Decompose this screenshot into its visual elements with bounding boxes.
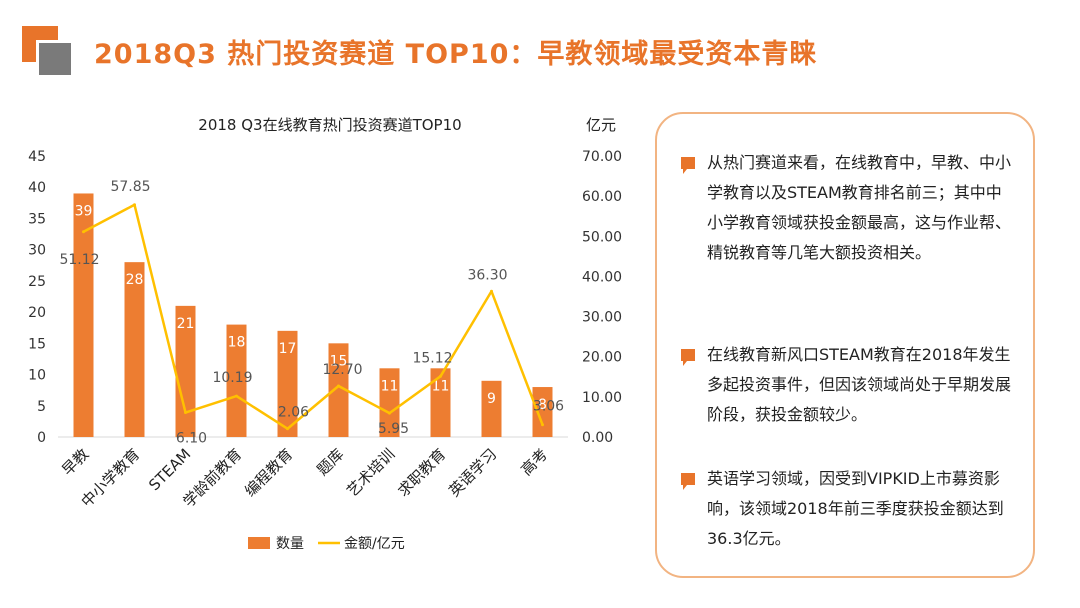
line-value-label: 3.06 xyxy=(533,399,564,415)
bar xyxy=(73,193,94,437)
x-tick-label: 求职教育 xyxy=(394,445,449,500)
y2-tick-label: 70.00 xyxy=(582,149,622,165)
chart-title: 2018 Q3在线教育热门投资赛道TOP10 xyxy=(198,116,461,134)
bar-value-label: 18 xyxy=(228,335,246,351)
line-point xyxy=(439,374,442,378)
bar-value-label: 11 xyxy=(381,378,399,394)
y-tick-label: 10 xyxy=(28,368,46,384)
bar xyxy=(379,368,400,437)
bar xyxy=(481,380,502,437)
line-point xyxy=(286,427,289,431)
x-tick-label: STEAM xyxy=(145,445,194,494)
y-tick-label: 45 xyxy=(28,149,46,165)
line-point xyxy=(337,384,340,388)
y2-tick-label: 50.00 xyxy=(582,229,622,245)
y2-tick-label: 60.00 xyxy=(582,189,622,205)
page-title: 2018Q3 热门投资赛道 TOP10：早教领域最受资本青睐 xyxy=(94,39,818,70)
note-text: 从热门赛道来看，在线教育中，早教、中小学教育以及STEAM教育排名前三；其中中小… xyxy=(707,153,1012,262)
logo-square-gray xyxy=(36,40,74,78)
bar xyxy=(328,343,349,437)
x-tick-label: 艺术培训 xyxy=(343,445,398,500)
line-point xyxy=(235,394,238,398)
note-item: 在线教育新风口STEAM教育在2018年发生多起投资事件，但因该领域尚处于早期发… xyxy=(681,340,1017,430)
y2-tick-label: 30.00 xyxy=(582,310,622,326)
bar-value-label: 28 xyxy=(126,272,144,288)
line-value-label: 12.70 xyxy=(322,362,362,378)
x-tick-label: 编程教育 xyxy=(241,445,296,500)
legend-label: 金额/亿元 xyxy=(344,536,405,552)
x-tick-label: 英语学习 xyxy=(445,445,500,500)
note-item: 从热门赛道来看，在线教育中，早教、中小学教育以及STEAM教育排名前三；其中中小… xyxy=(681,148,1017,268)
note-text: 在线教育新风口STEAM教育在2018年发生多起投资事件，但因该领域尚处于早期发… xyxy=(707,345,1012,424)
logo xyxy=(22,26,78,82)
line-point xyxy=(388,411,391,415)
bar-value-label: 11 xyxy=(432,378,450,394)
y2-tick-label: 10.00 xyxy=(582,390,622,406)
y-tick-label: 30 xyxy=(28,243,46,259)
note-item: 英语学习领域，因受到VIPKID上市募资影响，该领域2018年前三季度获投金额达… xyxy=(681,464,1017,554)
line-value-label: 15.12 xyxy=(412,350,452,366)
x-tick-label: 题库 xyxy=(313,445,347,479)
line-value-label: 2.06 xyxy=(278,405,309,421)
y-tick-label: 0 xyxy=(37,430,46,446)
bar xyxy=(430,368,451,437)
line-point xyxy=(82,230,85,234)
legend-label: 数量 xyxy=(276,536,304,552)
bar-value-label: 15 xyxy=(330,353,348,369)
line-series xyxy=(82,203,544,430)
bar-value-label: 21 xyxy=(177,316,195,332)
y-tick-label: 20 xyxy=(28,305,46,321)
bar xyxy=(532,387,553,437)
y-tick-label: 40 xyxy=(28,180,46,196)
y-tick-label: 35 xyxy=(28,211,46,227)
bar-value-label: 9 xyxy=(487,391,496,407)
line-value-label: 51.12 xyxy=(59,252,99,268)
y2-tick-label: 0.00 xyxy=(582,430,613,446)
line-value-label: 10.19 xyxy=(212,370,252,386)
bar-value-label: 8 xyxy=(538,397,547,413)
speech-bubble-icon xyxy=(681,349,695,366)
y-tick-label: 5 xyxy=(37,399,46,415)
bar-value-label: 17 xyxy=(279,341,297,357)
y-tick-label: 25 xyxy=(28,274,46,290)
line-point xyxy=(541,423,544,427)
line-point xyxy=(184,411,187,415)
line-value-label: 5.95 xyxy=(378,421,409,437)
speech-bubble-icon xyxy=(681,473,695,490)
bar xyxy=(226,324,247,437)
line-value-label: 6.10 xyxy=(176,431,207,447)
notes-panel: 从热门赛道来看，在线教育中，早教、中小学教育以及STEAM教育排名前三；其中中小… xyxy=(655,112,1035,578)
line-value-label: 57.85 xyxy=(110,179,150,195)
bar xyxy=(124,262,145,437)
y-tick-label: 15 xyxy=(28,336,46,352)
line-value-label: 36.30 xyxy=(467,267,507,283)
y2-tick-label: 20.00 xyxy=(582,350,622,366)
bar xyxy=(175,305,196,437)
x-tick-label: 高考 xyxy=(517,445,551,479)
line-point xyxy=(133,203,136,207)
chart: 2018 Q3在线教育热门投资赛道TOP10 亿元 0 5 10 15 20 25 30 35 40… xyxy=(28,116,622,552)
x-tick-label: 早教 xyxy=(58,445,92,479)
y2-tick-label: 40.00 xyxy=(582,269,622,285)
bar xyxy=(277,330,298,437)
speech-bubble-icon xyxy=(681,157,695,174)
line-point xyxy=(490,289,493,293)
note-text: 英语学习领域，因受到VIPKID上市募资影响，该领域2018年前三季度获投金额达… xyxy=(707,469,1004,548)
y2-unit-label: 亿元 xyxy=(586,116,616,134)
bar-value-label: 39 xyxy=(75,203,93,219)
legend-swatch-bars xyxy=(248,537,270,549)
